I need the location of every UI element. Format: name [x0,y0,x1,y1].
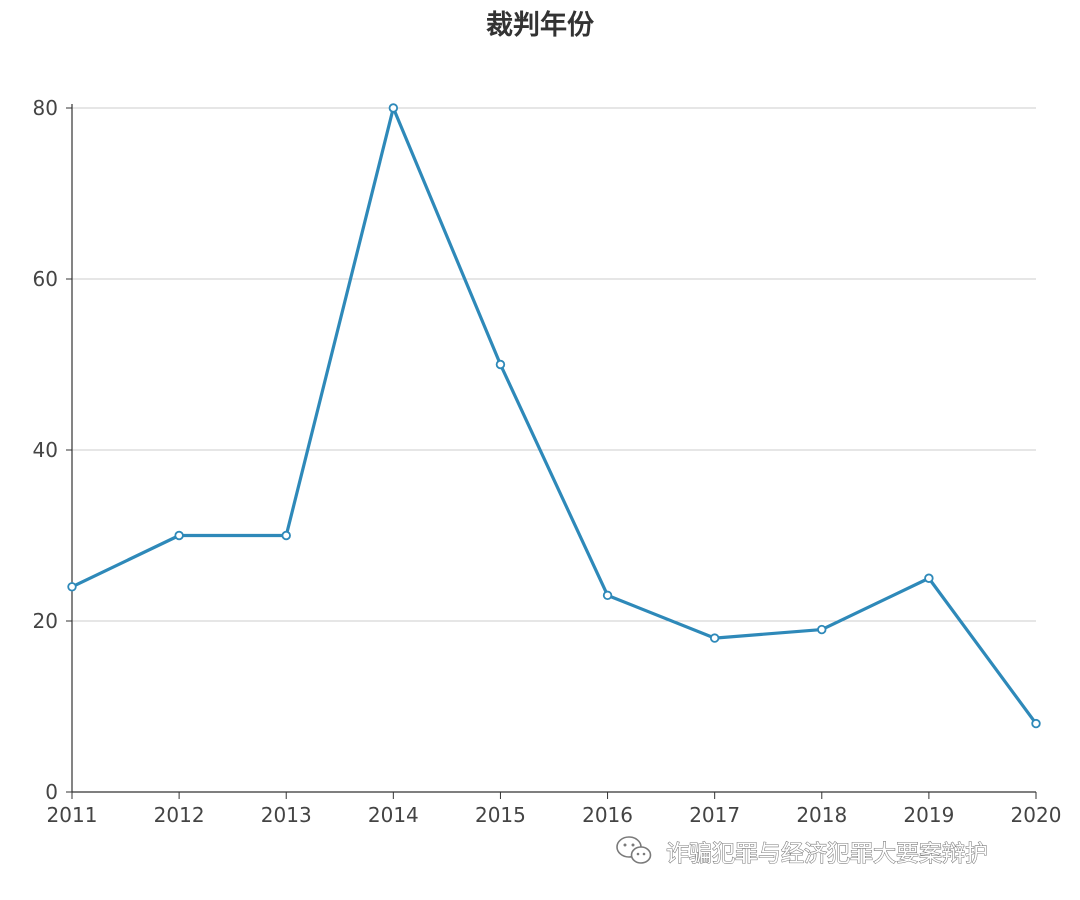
wechat-icon [616,836,652,864]
x-tick-label: 2012 [154,803,205,827]
data-point [67,582,77,592]
y-tick-label: 80 [33,96,58,120]
x-tick-label: 2016 [582,803,633,827]
data-point [924,573,934,583]
data-point [174,530,184,541]
data-point [495,359,506,370]
data-point [817,624,827,635]
x-tick-label: 2013 [261,803,312,827]
y-tick-labels: 0 20 40 60 80 [33,96,58,804]
y-tick-label: 20 [33,609,58,633]
watermark-text: 诈骗犯罪与经济犯罪大要案辩护 [666,841,988,867]
x-tick-label: 2015 [475,803,526,827]
data-point [281,530,291,541]
x-tick-label: 2011 [47,803,98,827]
data-point [602,590,613,601]
data-point [709,633,720,643]
x-tick-label: 2017 [689,803,740,827]
x-tick-label: 2014 [368,803,419,827]
series [67,103,1041,729]
chart-title: 裁判年份 [486,9,594,41]
y-tick-label: 60 [33,267,58,291]
x-tick-label: 2020 [1011,803,1062,827]
x-tick-label: 2018 [796,803,847,827]
data-point [1031,718,1041,729]
x-tick-labels: 2011 2012 2013 2014 2015 2016 2017 2018 2019 2020 [47,803,1062,827]
x-tick-label: 2019 [903,803,954,827]
y-tick-label: 40 [33,438,58,462]
axes [66,104,1037,799]
series-line [70,106,1038,726]
y-tick-label: 0 [45,780,58,804]
data-point [388,103,399,113]
watermark: 诈骗犯罪与经济犯罪大要案辩护 [616,836,989,868]
grid-lines [72,107,1036,622]
